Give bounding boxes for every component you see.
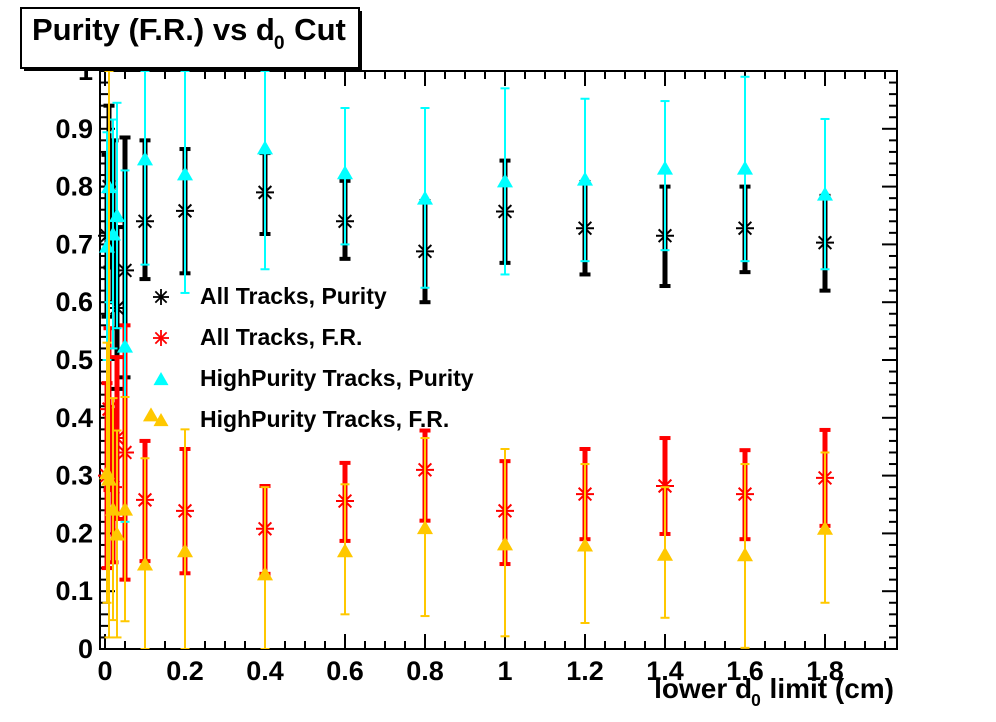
data-marker-triangle-icon bbox=[496, 536, 514, 551]
data-marker-triangle-icon bbox=[136, 556, 154, 571]
y-tick-label: 0.1 bbox=[55, 576, 93, 606]
data-marker-triangle-icon bbox=[256, 566, 274, 581]
data-marker-asterisk-icon bbox=[656, 477, 674, 496]
legend-item-label: HighPurity Tracks, Purity bbox=[200, 365, 474, 391]
y-tick-labels: 00.10.20.30.40.50.60.70.80.91 bbox=[55, 56, 93, 664]
legend-item: HighPurity Tracks, Purity bbox=[148, 358, 474, 399]
x-tick-labels: 0 0.2 0.4 0.6 0.8 1 1.2 1.4 1.6 1.8 bbox=[97, 656, 843, 686]
y-tick-label: 0 bbox=[78, 634, 93, 664]
data-marker-asterisk-icon bbox=[153, 288, 169, 305]
data-marker-triangle-icon bbox=[153, 412, 169, 426]
y-tick-label: 0.8 bbox=[55, 172, 93, 202]
data-marker-triangle-icon bbox=[100, 471, 118, 486]
x-tick-label: 1 bbox=[497, 656, 512, 686]
x-axis-title-subscript: 0 bbox=[751, 689, 761, 710]
data-marker-triangle-icon bbox=[656, 160, 674, 175]
x-tick-label: 0 bbox=[97, 656, 112, 686]
x-axis-title-text-end: limit (cm) bbox=[761, 673, 894, 704]
legend-item-label: All Tracks, Purity bbox=[200, 283, 387, 309]
chart-title-subscript: 0 bbox=[273, 32, 285, 54]
data-marker-triangle-icon bbox=[142, 407, 160, 422]
data-marker-triangle-icon bbox=[656, 546, 674, 561]
data-marker-triangle-icon bbox=[176, 166, 194, 181]
legend-triangle-marker-icon bbox=[153, 412, 169, 426]
y-tick-label: 0.3 bbox=[55, 461, 93, 491]
data-marker-triangle-icon bbox=[816, 520, 834, 535]
data-marker-triangle-icon bbox=[98, 238, 116, 253]
axis-ticks bbox=[100, 70, 897, 650]
y-tick-label: 0.4 bbox=[55, 403, 93, 433]
x-tick-label: 1.8 bbox=[806, 656, 844, 686]
x-tick-label: 0.6 bbox=[326, 656, 364, 686]
x-tick-label: 1.6 bbox=[726, 656, 764, 686]
y-tick-label: 0.5 bbox=[55, 345, 93, 375]
data-marker-asterisk-icon bbox=[153, 329, 169, 346]
y-tick-label: 0.6 bbox=[55, 287, 93, 317]
chart-title-text: Purity (F.R.) vs d bbox=[32, 12, 275, 47]
data-marker-triangle-icon bbox=[416, 190, 434, 205]
x-tick-label: 0.2 bbox=[166, 656, 204, 686]
x-tick-label: 0.4 bbox=[246, 656, 284, 686]
data-marker-triangle-icon bbox=[104, 501, 122, 516]
data-marker-triangle-icon bbox=[736, 160, 754, 175]
legend-asterisk-marker-icon bbox=[153, 288, 169, 305]
data-marker-triangle-icon bbox=[108, 526, 126, 541]
data-marker-triangle-icon bbox=[576, 537, 594, 552]
data-marker-triangle-icon bbox=[116, 338, 134, 353]
legend: All Tracks, Purity All Tracks, F.R. HighPu… bbox=[148, 276, 474, 440]
legend-triangle-marker-icon bbox=[153, 371, 169, 385]
legend-item: All Tracks, F.R. bbox=[148, 317, 474, 358]
data-marker-triangle-icon bbox=[176, 543, 194, 558]
legend-asterisk-marker-icon bbox=[153, 329, 169, 346]
x-tick-label: 1.4 bbox=[646, 656, 684, 686]
data-marker-triangle-icon bbox=[336, 543, 354, 558]
series-markers bbox=[98, 407, 834, 581]
data-marker-triangle-icon bbox=[496, 173, 514, 188]
x-tick-label: 1.2 bbox=[566, 656, 604, 686]
data-marker-triangle-icon bbox=[116, 501, 134, 516]
legend-item: All Tracks, Purity bbox=[148, 276, 474, 317]
x-axis-title-text: lower d bbox=[654, 673, 753, 704]
data-marker-triangle-icon bbox=[736, 547, 754, 562]
y-tick-label: 0.7 bbox=[55, 229, 93, 259]
chart-title-box: Purity (F.R.) vs d0 Cut bbox=[20, 7, 360, 69]
legend-item-label: HighPurity Tracks, F.R. bbox=[200, 406, 450, 432]
data-marker-triangle-icon bbox=[816, 186, 834, 201]
legend-item-label: All Tracks, F.R. bbox=[200, 324, 363, 350]
x-axis-title: lower d0 limit (cm) bbox=[654, 673, 894, 711]
data-marker-triangle-icon bbox=[416, 520, 434, 535]
data-marker-triangle-icon bbox=[336, 165, 354, 180]
data-marker-triangle-icon bbox=[576, 171, 594, 186]
data-marker-triangle-icon bbox=[256, 140, 274, 155]
x-tick-label: 0.8 bbox=[406, 656, 444, 686]
legend-item: HighPurity Tracks, F.R. bbox=[148, 399, 474, 440]
chart-title-text-end: Cut bbox=[285, 12, 346, 47]
data-marker-triangle-icon bbox=[153, 371, 169, 385]
data-marker-triangle-icon bbox=[136, 151, 154, 166]
y-tick-label: 0.9 bbox=[55, 114, 93, 144]
y-tick-label: 0.2 bbox=[55, 518, 93, 548]
data-marker-triangle-icon bbox=[108, 208, 126, 223]
